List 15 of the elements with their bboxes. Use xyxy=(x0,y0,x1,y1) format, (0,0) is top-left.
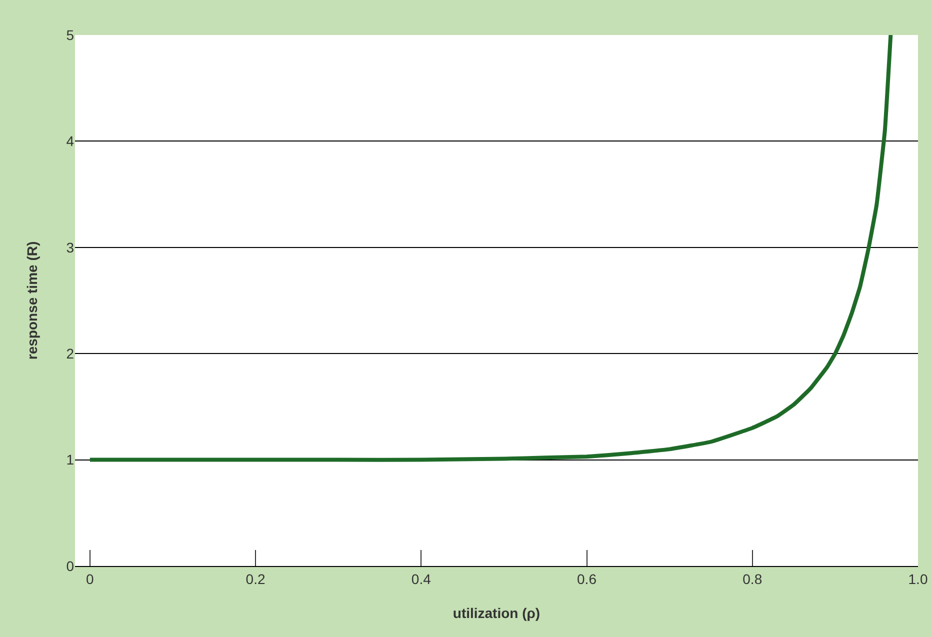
x-tick-label: 0.6 xyxy=(577,570,597,587)
y-tick-label: 1 xyxy=(66,452,74,468)
x-axis-title: utilization (ρ) xyxy=(452,605,540,621)
x-tick-label: 1.0 xyxy=(908,570,928,587)
x-tick-label: 0.2 xyxy=(246,570,266,587)
y-tick-label: 4 xyxy=(66,133,74,150)
line-series xyxy=(88,35,893,462)
y-tick-label: 3 xyxy=(66,239,74,256)
y-tick-label: 2 xyxy=(66,346,74,362)
y-tick-label: 5 xyxy=(66,26,74,43)
x-tick-label: 0 xyxy=(86,570,94,587)
y-axis-title: response time (R) xyxy=(24,241,40,360)
x-tick-label: 0.4 xyxy=(411,570,432,587)
x-tick-label: 0.8 xyxy=(742,570,762,587)
y-tick-label: 0 xyxy=(66,558,74,574)
